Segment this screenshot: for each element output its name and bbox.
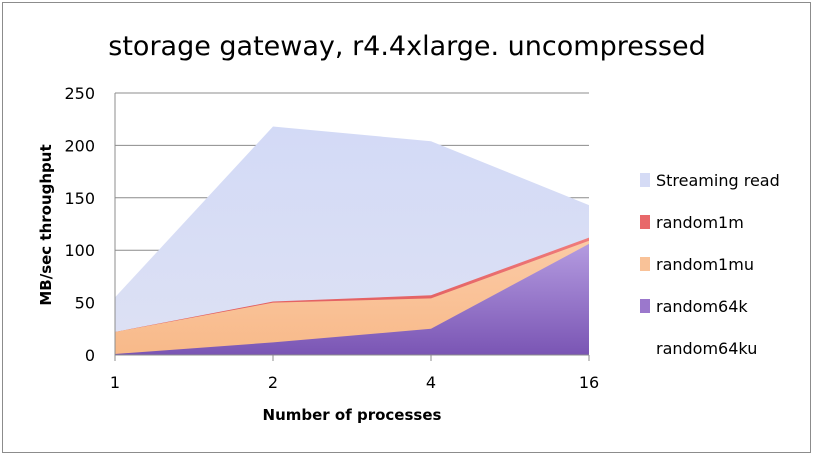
y-tick-label: 0 — [85, 346, 95, 365]
legend-swatch-random64ku — [640, 341, 650, 355]
chart-title: storage gateway, r4.4xlarge. uncompresse… — [108, 31, 705, 62]
x-axis-label: Number of processes — [263, 406, 442, 424]
legend-swatch-random64k — [640, 299, 650, 313]
y-tick-label: 150 — [64, 189, 95, 208]
legend-label-random1mu: random1mu — [656, 255, 754, 274]
legend-swatch-streaming-read — [640, 173, 650, 187]
legend-label-random64ku: random64ku — [656, 339, 757, 358]
y-axis-label: MB/sec throughput — [37, 144, 55, 305]
series-areas — [115, 126, 589, 355]
y-tick-label: 50 — [75, 294, 95, 313]
y-tick-label: 250 — [64, 84, 95, 103]
area-random64k — [115, 243, 589, 355]
y-tick-label: 100 — [64, 241, 95, 260]
x-tick-label: 16 — [579, 373, 599, 392]
y-tick-label: 200 — [64, 136, 95, 155]
axes — [114, 93, 590, 361]
legend-label-streaming-read: Streaming read — [656, 171, 780, 190]
legend: Streaming read random1m random1mu random64k… — [640, 171, 780, 358]
legend-label-random64k: random64k — [656, 297, 748, 316]
legend-swatch-random1mu — [640, 257, 650, 271]
x-tick-labels: 1 2 4 16 — [110, 373, 599, 392]
x-tick-label: 4 — [426, 373, 436, 392]
legend-swatch-random1m — [640, 215, 650, 229]
y-tick-labels: 0 50 100 150 200 250 — [64, 84, 95, 365]
x-tick-label: 1 — [110, 373, 120, 392]
x-tick-label: 2 — [268, 373, 278, 392]
legend-label-random1m: random1m — [656, 213, 744, 232]
